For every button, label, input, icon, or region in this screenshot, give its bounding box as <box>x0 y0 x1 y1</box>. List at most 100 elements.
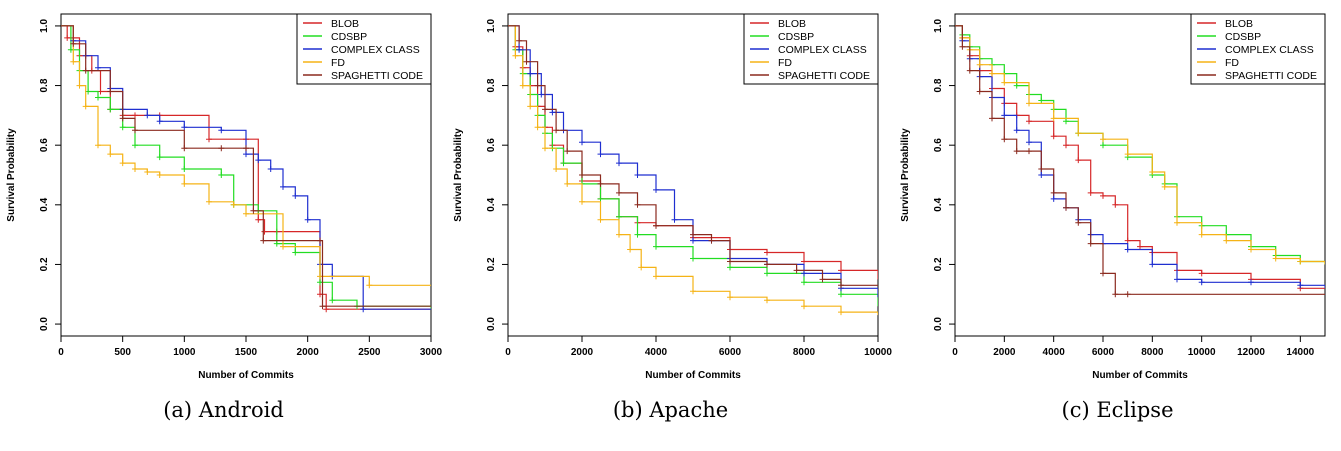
series-point <box>267 166 274 172</box>
legend-label: CDSBP <box>331 31 367 43</box>
y-axis-label: Survival Probability <box>453 128 464 222</box>
series-point <box>280 243 286 250</box>
plot-frame <box>507 13 879 337</box>
y-tick-label: 0.0 <box>39 317 50 331</box>
series-point <box>76 82 83 89</box>
series-point <box>1063 118 1069 125</box>
series-point <box>597 216 604 223</box>
series-point <box>360 306 367 313</box>
series-point <box>801 303 807 310</box>
y-tick-label: 0.0 <box>486 317 497 331</box>
series-point <box>273 240 280 247</box>
series-point <box>181 180 188 187</box>
series-point <box>1198 270 1205 277</box>
series-point <box>317 237 323 244</box>
series-point <box>1174 276 1180 283</box>
series-point <box>95 94 101 101</box>
series-point <box>634 201 641 208</box>
series-point <box>1063 142 1069 149</box>
series-point <box>1013 82 1020 89</box>
series-point <box>512 52 519 59</box>
series-point <box>119 115 126 122</box>
y-tick-label: 0.4 <box>933 197 944 211</box>
series-point <box>243 151 249 158</box>
x-tick-label: 4000 <box>645 347 668 358</box>
series-point <box>1087 189 1094 196</box>
series-point <box>638 264 645 271</box>
series-point <box>627 246 634 253</box>
series-point <box>329 297 336 304</box>
series-point <box>1075 219 1082 226</box>
series-point <box>801 270 807 277</box>
series-point <box>534 124 541 131</box>
series-point <box>1149 169 1156 175</box>
y-tick-label: 1.0 <box>39 19 50 33</box>
series-point <box>292 249 299 256</box>
series-point <box>523 58 530 65</box>
series-point <box>634 231 641 238</box>
series-point <box>989 115 995 122</box>
series-point <box>727 258 733 265</box>
y-axis-label: Survival Probability <box>6 128 17 222</box>
series-point <box>597 151 604 158</box>
x-tick-label: 6000 <box>719 347 742 358</box>
x-tick-label: 10000 <box>864 347 892 358</box>
series-point <box>976 61 983 68</box>
series-line-spaghetti-code <box>955 25 1325 295</box>
series-point <box>838 309 844 316</box>
y-tick-label: 0.2 <box>933 257 944 271</box>
series-point <box>671 216 678 223</box>
series-point <box>304 216 311 223</box>
series-point <box>181 166 188 172</box>
series-point <box>616 213 622 220</box>
series-point <box>107 88 114 95</box>
series-point <box>70 40 77 47</box>
series-point <box>1124 151 1131 158</box>
x-tick-label: 2000 <box>571 347 594 358</box>
series-point <box>764 297 770 304</box>
series-point <box>218 145 225 152</box>
series-line-spaghetti-code <box>61 25 431 307</box>
series-point <box>156 154 163 161</box>
y-tick-label: 0.4 <box>39 197 50 211</box>
chart-eclipse: 0.0 0.2 0.4 0.6 0.8 1.0 0 2000 4000 6000 8000 10000… <box>900 13 1326 381</box>
series-point <box>690 288 696 295</box>
plot-frame <box>954 13 1326 337</box>
y-tick-label: 0.6 <box>486 138 497 152</box>
caption-android: (a) Android <box>163 398 284 422</box>
series-line-blob <box>955 25 1325 289</box>
series-point <box>1001 136 1008 143</box>
series-point <box>132 112 138 119</box>
legend-label: COMPLEX CLASS <box>778 44 867 56</box>
x-tick-label: 1500 <box>235 347 258 358</box>
series-point <box>801 279 807 286</box>
series-point <box>1272 255 1279 262</box>
series-point <box>1137 243 1143 250</box>
y-tick-label: 0.6 <box>39 138 50 152</box>
series-point <box>534 82 541 89</box>
y-tick-label: 1.0 <box>933 19 944 33</box>
x-tick-label: 3000 <box>420 347 443 358</box>
x-tick-label: 14000 <box>1286 347 1314 358</box>
series-point <box>597 180 604 187</box>
series-point <box>616 189 622 196</box>
series-point <box>564 148 571 155</box>
series-point <box>243 145 249 152</box>
series-point <box>527 70 534 77</box>
series-point <box>181 145 188 152</box>
legend-label: FD <box>331 57 345 69</box>
series-point <box>1100 142 1106 149</box>
series-point <box>519 82 526 89</box>
series-point <box>838 291 844 298</box>
series-point <box>218 172 225 178</box>
series-point <box>95 142 101 149</box>
series-point <box>1124 246 1131 253</box>
series-point <box>1050 133 1057 140</box>
series-point <box>280 183 286 190</box>
series-point <box>1075 130 1082 137</box>
x-axis-label: Number of Commits <box>1092 370 1188 381</box>
series-point <box>516 46 523 53</box>
series-point <box>690 255 696 262</box>
